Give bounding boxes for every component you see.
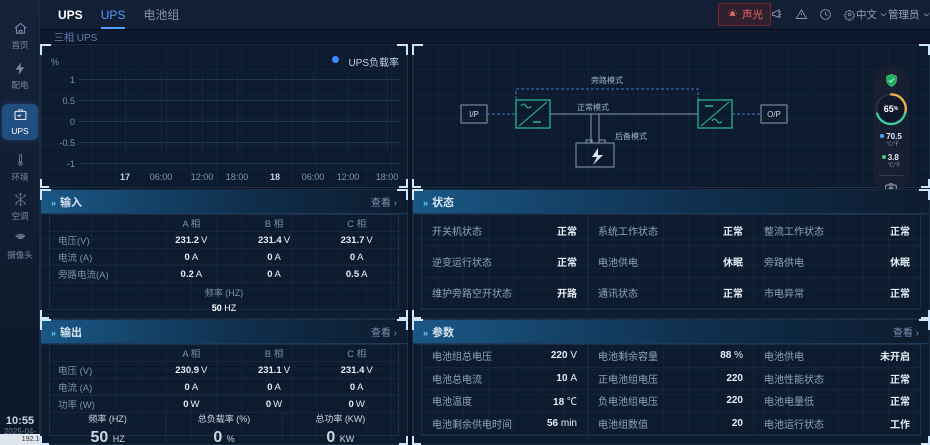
svg-text:O/P: O/P [767,110,781,119]
svg-text:后备模式: 后备模式 [615,131,647,141]
svg-text:正常模式: 正常模式 [577,102,609,112]
svg-text:I/P: I/P [469,110,479,119]
svg-text:旁路模式: 旁路模式 [591,75,623,85]
